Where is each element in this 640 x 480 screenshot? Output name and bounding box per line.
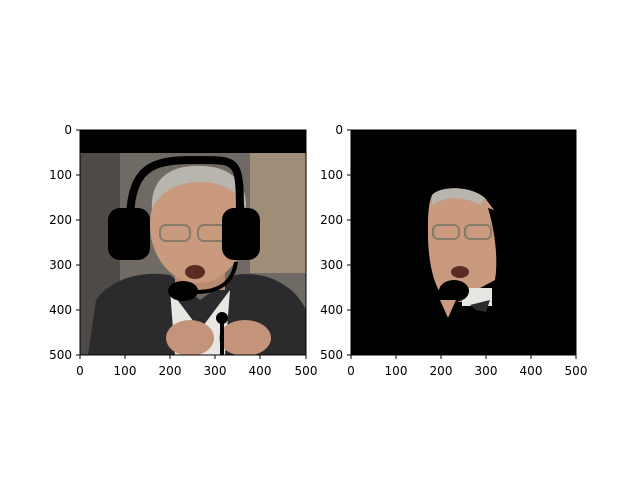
left-axes: 0 100 200 300 400 500 0 100 200 300 400 … bbox=[49, 123, 317, 378]
left-image bbox=[80, 130, 306, 355]
right-x-tick-label: 200 bbox=[430, 364, 453, 378]
left-x-tick-label: 100 bbox=[114, 364, 137, 378]
left-y-ticks: 0 100 200 300 400 500 bbox=[49, 123, 80, 362]
right-y-ticks: 0 100 200 300 400 500 bbox=[320, 123, 351, 362]
left-y-tick-label: 400 bbox=[49, 303, 72, 317]
right-x-tick-label: 0 bbox=[347, 364, 355, 378]
left-x-tick-label: 200 bbox=[159, 364, 182, 378]
right-x-tick-label: 500 bbox=[565, 364, 588, 378]
right-axes: 0 100 200 300 400 500 0 100 200 300 400 … bbox=[320, 123, 587, 378]
left-y-tick-label: 0 bbox=[64, 123, 72, 137]
left-y-tick-label: 100 bbox=[49, 168, 72, 182]
right-x-tick-label: 300 bbox=[475, 364, 498, 378]
right-y-tick-label: 100 bbox=[320, 168, 343, 182]
left-y-tick-label: 300 bbox=[49, 258, 72, 272]
right-y-tick-label: 400 bbox=[320, 303, 343, 317]
left-x-ticks: 0 100 200 300 400 500 bbox=[76, 355, 317, 378]
right-x-tick-label: 100 bbox=[385, 364, 408, 378]
left-x-tick-label: 400 bbox=[249, 364, 272, 378]
right-image bbox=[351, 130, 576, 355]
right-y-tick-label: 500 bbox=[320, 348, 343, 362]
left-y-tick-label: 500 bbox=[49, 348, 72, 362]
left-x-tick-label: 0 bbox=[76, 364, 84, 378]
right-y-tick-label: 0 bbox=[335, 123, 343, 137]
right-y-tick-label: 200 bbox=[320, 213, 343, 227]
right-y-tick-label: 300 bbox=[320, 258, 343, 272]
left-x-tick-label: 300 bbox=[204, 364, 227, 378]
left-x-tick-label: 500 bbox=[295, 364, 318, 378]
right-x-tick-label: 400 bbox=[520, 364, 543, 378]
right-x-ticks: 0 100 200 300 400 500 bbox=[347, 355, 587, 378]
left-y-tick-label: 200 bbox=[49, 213, 72, 227]
